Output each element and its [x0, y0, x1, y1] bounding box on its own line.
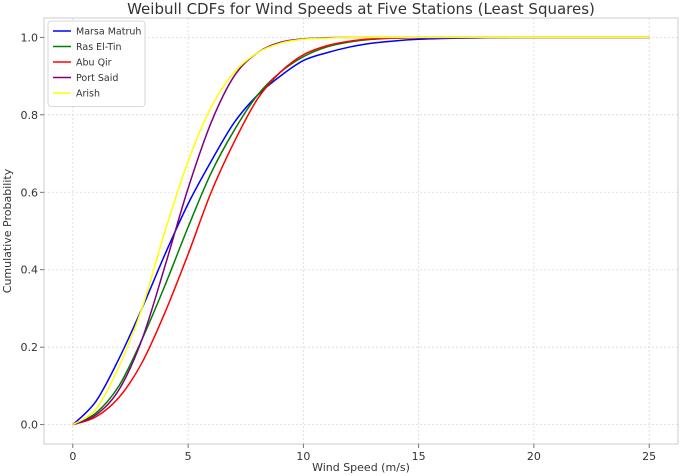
legend-label-arish: Arish: [76, 89, 100, 100]
x-tick-label: 25: [642, 450, 656, 463]
y-tick-label: 0.0: [21, 419, 39, 432]
y-tick-label: 0.2: [21, 341, 39, 354]
y-tick-label: 1.0: [21, 31, 39, 44]
axis-ticks: 0 5 10 15 20 25 0.0 0.2 0.4 0.6 0.8 1.0: [21, 31, 657, 463]
x-tick-label: 5: [185, 450, 192, 463]
series-line-port-said: [72, 36, 650, 426]
chart-title: Weibull CDFs for Wind Speeds at Five Sta…: [127, 0, 595, 18]
plot-area-frame: [43, 17, 679, 445]
y-tick-label: 0.8: [21, 109, 39, 122]
series-line-arish: [72, 36, 650, 426]
legend: Marsa Matruh Ras El-Tin Abu Qir Port Said Ar…: [47, 20, 146, 107]
x-tick-label: 15: [412, 450, 426, 463]
series-lines: [72, 36, 650, 426]
x-tick-label: 20: [527, 450, 541, 463]
series-line-abu-qir: [72, 36, 650, 426]
legend-label-marsa-matruh: Marsa Matruh: [76, 27, 141, 38]
y-axis-label: Cumulative Probability: [1, 168, 14, 293]
x-axis-label: Wind Speed (m/s): [312, 461, 410, 474]
series-line-ras-el-tin: [72, 36, 650, 426]
legend-label-ras-el-tin: Ras El-Tin: [76, 42, 122, 53]
legend-label-port-said: Port Said: [76, 73, 118, 84]
legend-label-abu-qir: Abu Qir: [76, 58, 112, 69]
y-tick-label: 0.4: [21, 264, 39, 277]
y-tick-label: 0.6: [21, 186, 39, 199]
legend-box: [47, 20, 146, 107]
x-tick-label: 10: [296, 450, 310, 463]
x-tick-label: 0: [69, 450, 76, 463]
series-line-marsa-matruh: [72, 36, 650, 426]
